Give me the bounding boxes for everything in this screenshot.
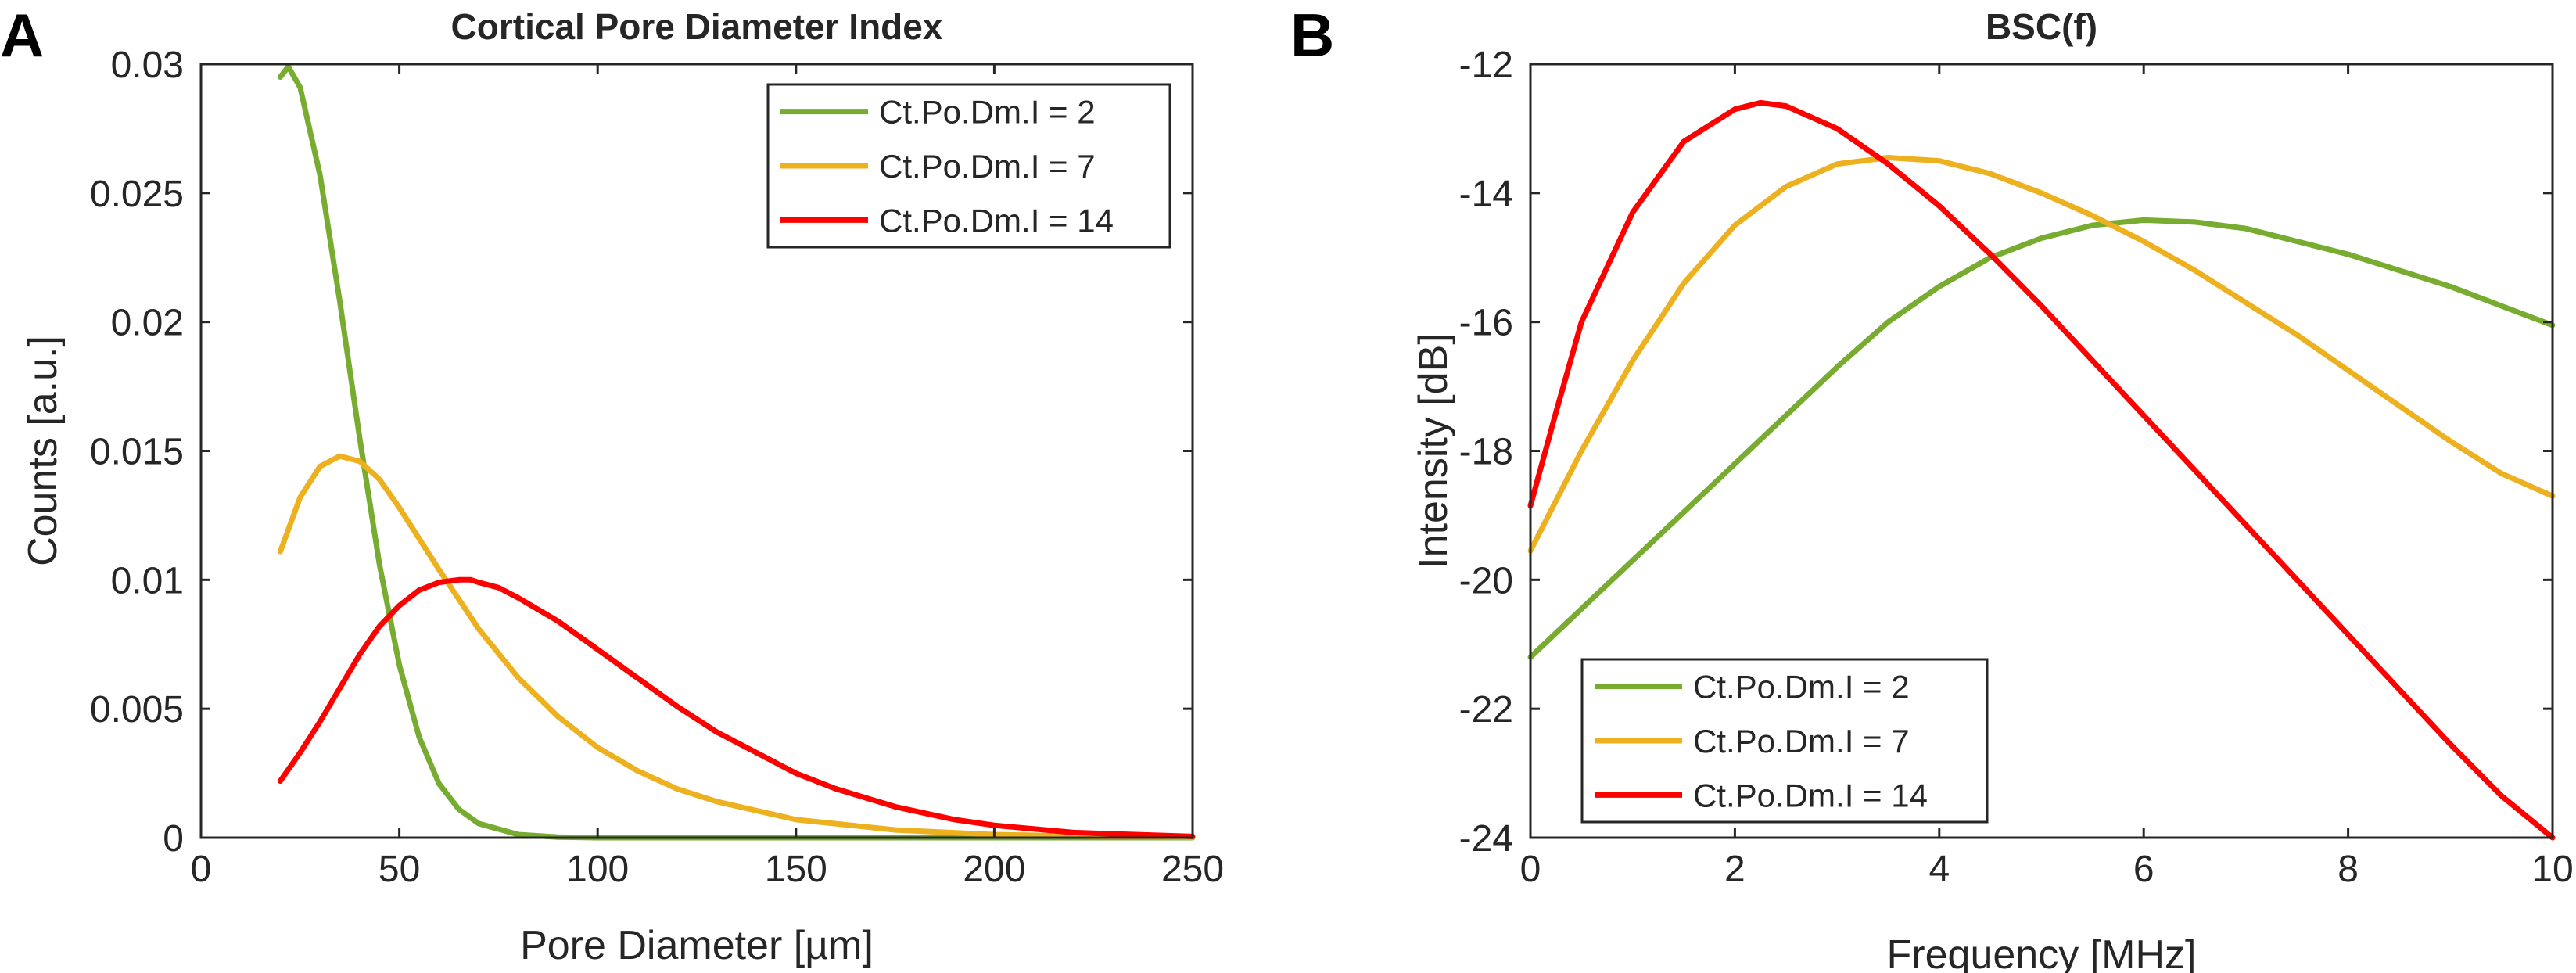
chart-a-ytick-label: 0.025 — [90, 174, 184, 215]
chart-b-series-line-1 — [1527, 217, 2556, 660]
chart-b-xtick-label: 6 — [2133, 849, 2154, 890]
chart-b-legend-label: Ct.Po.Dm.I = 14 — [1693, 777, 1928, 813]
chart-b-legend-label: Ct.Po.Dm.I = 7 — [1693, 723, 1910, 759]
chart-b-title: BSC(f) — [1986, 6, 2097, 47]
chart-b-xlabel: Frequency [MHz] — [1887, 932, 2197, 973]
panel-a-letter: A — [0, 1, 44, 70]
chart-b-ytick-label: -18 — [1459, 432, 1513, 473]
chart-b-series-line-3 — [1527, 99, 2556, 841]
chart-a-ylabel: Counts [a.u.] — [20, 336, 66, 566]
chart-a-series-line-2 — [277, 453, 1196, 840]
chart-a-legend-label: Ct.Po.Dm.I = 14 — [879, 202, 1114, 239]
chart-a-legend: Ct.Po.Dm.I = 2 Ct.Po.Dm.I = 7 Ct.Po.Dm.I =… — [766, 83, 1171, 249]
chart-a: Cortical Pore Diameter Index 0 50 100 150 200… — [20, 6, 1224, 968]
chart-b-ytick-label: -22 — [1459, 689, 1513, 731]
chart-b-ytick-label: -20 — [1459, 560, 1513, 601]
chart-b-xtick-label: 2 — [1724, 849, 1745, 890]
chart-b-series-group — [1527, 99, 2556, 841]
chart-a-xtick-label: 250 — [1161, 849, 1224, 890]
chart-a-ytick-label: 0.01 — [111, 560, 184, 601]
chart-a-xtick-label: 150 — [765, 849, 827, 890]
chart-b-ytick-label: -16 — [1459, 303, 1513, 344]
chart-b-ytick-label: -14 — [1459, 174, 1513, 215]
chart-b-ytick-label: -24 — [1459, 818, 1513, 860]
chart-a-ytick-label: 0.02 — [111, 303, 184, 344]
chart-b-xtick-label: 0 — [1520, 849, 1541, 890]
chart-a-ytick-label: 0 — [163, 818, 184, 860]
chart-a-ytick-label: 0.015 — [90, 432, 184, 473]
chart-a-xtick-label: 50 — [379, 849, 420, 890]
chart-a-series-line-3 — [277, 576, 1196, 839]
chart-b-xtick-label: 8 — [2337, 849, 2359, 890]
chart-a-legend-label: Ct.Po.Dm.I = 2 — [879, 94, 1096, 131]
chart-a-title: Cortical Pore Diameter Index — [451, 6, 943, 47]
panel-b-letter: B — [1290, 1, 1334, 70]
chart-b-legend: Ct.Po.Dm.I = 2 Ct.Po.Dm.I = 7 Ct.Po.Dm.I =… — [1580, 658, 1989, 824]
chart-a-xlabel: Pore Diameter [µm] — [520, 923, 874, 968]
chart-b-series-line-2 — [1527, 155, 2556, 554]
chart-b-ytick-label: -12 — [1459, 45, 1513, 86]
chart-b-ylabel: Intensity [dB] — [1411, 333, 1456, 569]
chart-a-xtick-label: 100 — [566, 849, 629, 890]
chart-b-xtick-label: 10 — [2531, 849, 2573, 890]
chart-a-ytick-label: 0.005 — [90, 689, 184, 731]
chart-a-xtick-label: 200 — [963, 849, 1025, 890]
chart-b-legend-label: Ct.Po.Dm.I = 2 — [1693, 669, 1910, 706]
chart-b-xtick-label: 4 — [1928, 849, 1950, 890]
chart-a-ytick-label: 0.03 — [111, 45, 184, 86]
chart-b: BSC(f) 0 2 4 6 8 10 -24 -22 -20 -18 -16 -14 -12 Freque… — [1411, 6, 2574, 973]
chart-a-legend-label: Ct.Po.Dm.I = 7 — [879, 148, 1096, 185]
chart-a-xtick-label: 0 — [191, 849, 212, 890]
